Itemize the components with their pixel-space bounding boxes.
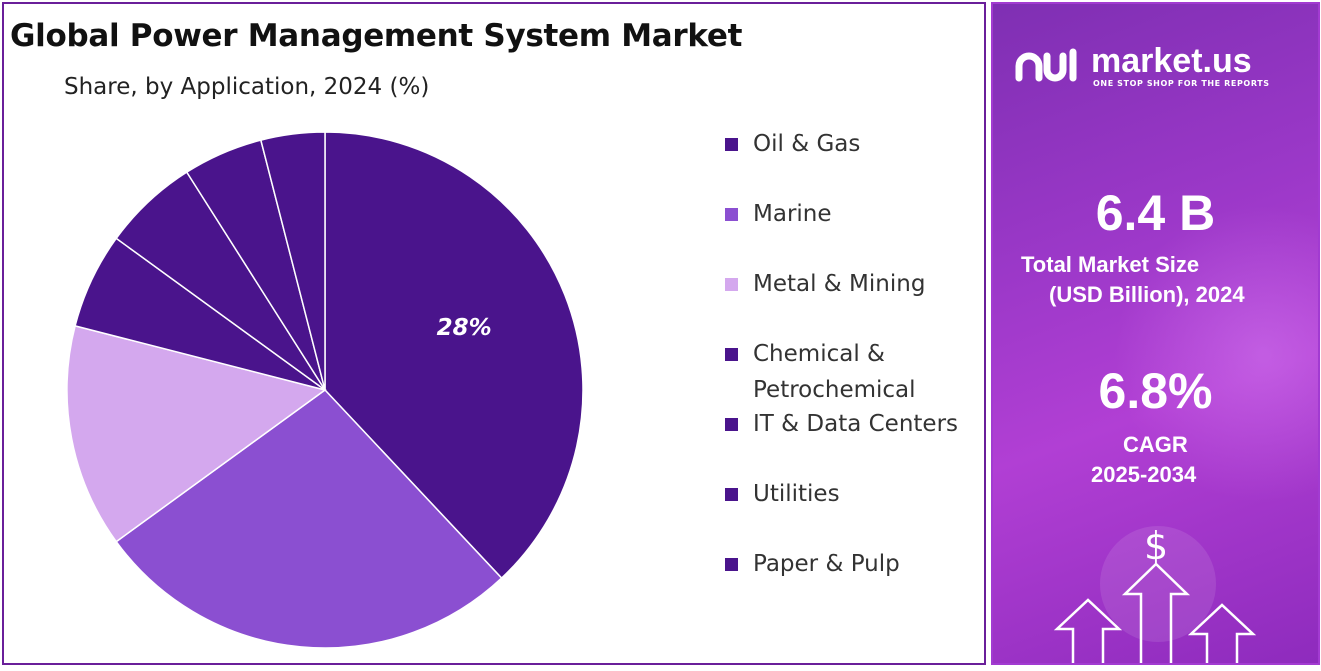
pie-chart: 28%	[66, 131, 584, 649]
pie-slices	[66, 131, 584, 649]
legend-label: Utilities	[753, 481, 840, 507]
data-label-oil-gas: 28%	[437, 315, 492, 341]
growth-arrows-icon	[1053, 526, 1257, 663]
cagr-value: 6.8%	[1098, 363, 1213, 419]
pie-labels: 28%	[437, 315, 492, 341]
chart-title: Global Power Management System Market	[10, 18, 743, 54]
legend-swatch	[724, 417, 739, 432]
legend-label-line2: Petrochemical	[753, 377, 916, 403]
dollar-icon: $	[1144, 524, 1169, 568]
legend-swatch	[724, 277, 739, 292]
brand-tagline: ONE STOP SHOP FOR THE REPORTS	[1093, 79, 1270, 88]
legend-label: Metal & Mining	[753, 271, 926, 297]
stats-panel: market.us ONE STOP SHOP FOR THE REPORTS …	[991, 2, 1320, 665]
legend-label: Oil & Gas	[753, 131, 861, 157]
legend-label: Paper & Pulp	[753, 551, 900, 577]
market-size-label-line1: Total Market Size	[1021, 252, 1200, 277]
legend-swatch	[724, 487, 739, 502]
legend-swatch	[724, 557, 739, 572]
chart-subtitle: Share, by Application, 2024 (%)	[64, 74, 430, 100]
cagr-label: CAGR	[1123, 432, 1188, 457]
cagr-period: 2025-2034	[1091, 462, 1197, 487]
pie-slice-paper-pulp	[259, 131, 326, 391]
legend-swatch	[724, 347, 739, 362]
pie-slice-metal-mining	[66, 324, 327, 543]
brand-name: market.us	[1091, 42, 1252, 80]
market-size-label-line2: (USD Billion), 2024	[1049, 282, 1245, 307]
legend-swatch	[724, 137, 739, 152]
legend-label: Marine	[753, 201, 832, 227]
legend-swatch	[724, 207, 739, 222]
pie-slice-oil-gas	[324, 131, 584, 580]
pie-slice-marine	[115, 389, 503, 649]
legend-label: Chemical &	[753, 341, 885, 367]
legend-label: IT & Data Centers	[753, 411, 959, 437]
market-size-value: 6.4 B	[1095, 185, 1216, 241]
brand-logo-icon	[1015, 48, 1077, 82]
